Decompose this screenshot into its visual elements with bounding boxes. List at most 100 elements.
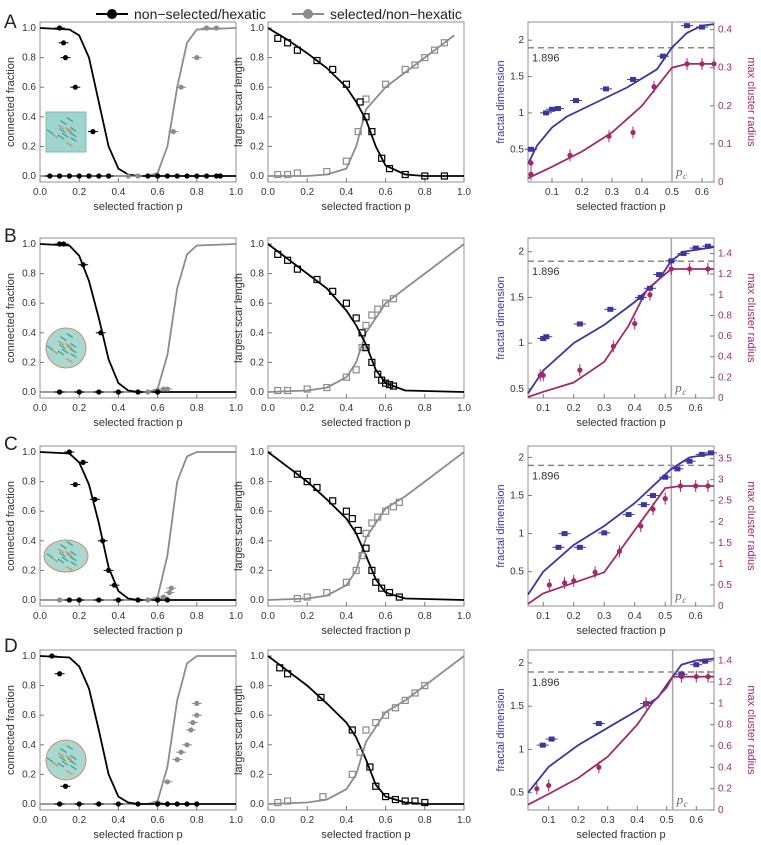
black-data-point [378,584,386,592]
radius-data-point [677,483,684,489]
inset-stroke [70,765,77,771]
inset-stroke [59,552,66,558]
gray-data-point [421,681,429,690]
fractal-data-point [528,146,534,152]
x-tick-label: 1.0 [457,815,471,826]
gray-data-point [391,704,399,712]
y-tick-label: 0.8 [22,53,36,64]
black-data-point [86,173,92,179]
radius-data-point [630,129,636,136]
fractal-data-point [607,306,614,312]
inset-stroke [60,336,67,342]
black-data-point [293,46,301,54]
fractal-data-point [576,544,583,550]
x-tick-label: 0.2 [72,815,86,826]
pc-label: p [675,164,683,179]
gray-data-point [440,39,448,47]
fractal-data-point [601,530,608,536]
gray-data-point [178,749,184,755]
radius-data-point [528,160,534,166]
gray-data-point [166,590,172,596]
y-tick-label: 0.6 [250,298,264,309]
inset-stroke [59,128,66,134]
gray-data-point [303,593,311,601]
fd-reference-label: 1.896 [532,53,560,65]
gray-data-point [342,578,350,586]
x-tick-label: 0.0 [33,611,47,622]
gray-data-point [184,742,190,748]
fractal-data-point [539,742,546,748]
y-left-tick-label: 0.5 [510,384,524,395]
x-tick-label: 0.6 [695,187,709,198]
black-data-point [284,39,292,47]
pc-subscript: c [683,171,687,181]
y-left-tick-label: 1 [518,338,524,349]
inset-stroke [66,769,73,775]
y-right-tick-label: 0.5 [718,580,732,591]
x-tick-label: 0.4 [628,611,642,622]
y-tick-label: 0.8 [22,681,36,692]
fractal-plot-frame [527,237,715,399]
x-tick-label: 0.4 [111,403,125,414]
x-tick-label: 0.8 [418,403,432,414]
gray-series-line [40,243,237,393]
gray-data-point [164,779,170,785]
gray-data-point [421,53,429,62]
gray-data-point [352,566,360,575]
fractal-data-point [656,272,663,278]
black-data-point [62,783,69,789]
radius-data-point [561,580,568,586]
inset-stroke [69,348,77,354]
y-axis-label: connected fraction [5,57,17,147]
y-left-tick-label: 1.5 [510,292,524,303]
gray-data-point [178,84,184,90]
black-data-point [329,65,337,74]
y-tick-label: 0.2 [22,769,36,780]
inset-stroke [65,127,72,133]
x-tick-label: 0.2 [567,403,581,414]
y-tick-label: 0.2 [22,565,36,576]
black-data-point [368,358,376,366]
y-tick-label: 0.0 [22,387,36,398]
black-data-point [80,262,86,268]
y-right-tick-label: 0.2 [718,372,732,383]
black-data-point [358,329,366,337]
gray-data-point [368,519,376,527]
gray-series-line [40,655,236,805]
x-tick-label: 0.8 [190,403,204,414]
gray-data-point [323,167,331,176]
gray-data-point [389,503,398,511]
x-tick-label: 0.3 [597,611,611,622]
black-data-point [378,154,386,162]
y-axis-label: largest scar length [233,481,245,571]
black-data-point [145,173,151,179]
y-tick-label: 1.0 [22,651,36,662]
inset-ellipse [43,539,89,573]
gray-data-point [374,305,382,313]
y-tick-label: 0.6 [22,298,36,309]
black-data-point [342,80,350,88]
pc-subscript: c [682,595,686,605]
y-right-axis-label: max cluster radius [745,481,757,571]
y-left-tick-label: 1.5 [510,701,524,712]
inset-stroke [51,349,59,355]
fractal-data-point [549,106,555,112]
radius-data-point [662,496,668,502]
black-data-point [72,84,78,90]
black-data-point [342,299,350,307]
y-right-tick-label: 0.2 [718,101,732,112]
x-tick-label: 0.2 [567,611,581,622]
black-data-point [440,172,448,180]
gray-data-point [293,594,301,603]
gray-data-point [274,798,282,807]
radius-data-point [711,61,717,67]
black-data-point [98,330,104,336]
fractal-plot-frame [527,445,715,607]
x-axis-label: selected fraction p [576,417,665,429]
fractal-data-point [561,531,568,537]
black-data-point [389,382,398,390]
fractal-data-point [540,336,547,342]
y-left-tick-label: 2 [518,35,524,46]
black-data-point [164,173,170,179]
black-data-point [155,801,161,807]
